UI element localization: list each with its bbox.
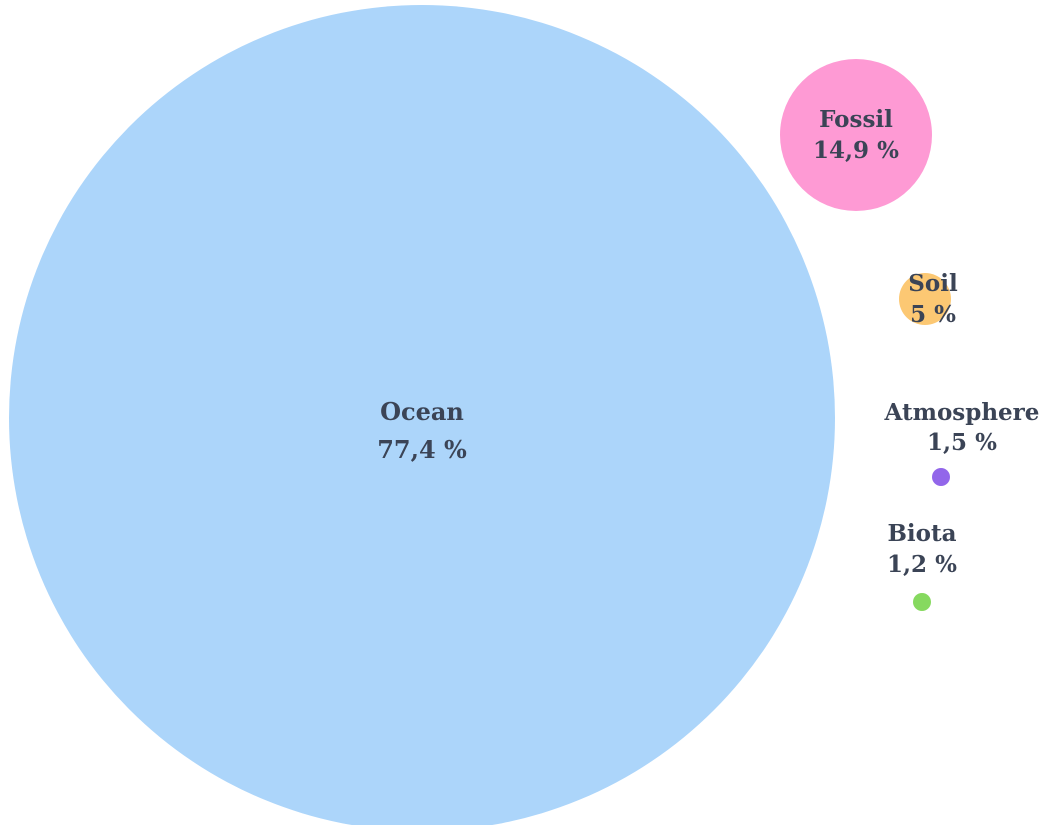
bubble-name-atmosphere: Atmosphere xyxy=(884,399,1040,426)
bubble-value-fossil: 14,9 % xyxy=(813,137,899,164)
bubble-soil xyxy=(899,273,951,325)
bubble-name-fossil: Fossil xyxy=(819,106,893,133)
bubble-atmosphere xyxy=(932,468,950,486)
bubble-value-atmosphere: 1,5 % xyxy=(927,429,997,456)
bubble-value-ocean: 77,4 % xyxy=(377,435,467,464)
bubble-value-biota: 1,2 % xyxy=(887,551,957,578)
bubble-name-ocean: Ocean xyxy=(380,397,464,426)
bubble-name-soil: Soil xyxy=(908,270,958,297)
bubble-ocean xyxy=(9,5,835,825)
bubble-name-biota: Biota xyxy=(887,520,956,547)
bubble-value-soil: 5 % xyxy=(910,301,956,328)
bubble-biota xyxy=(913,593,931,611)
labels-layer: Ocean 77,4 % Fossil 14,9 % Soil 5 % Atmosphere… xyxy=(377,106,1039,578)
bubbles-layer xyxy=(9,5,951,825)
bubble-fossil xyxy=(780,59,932,211)
